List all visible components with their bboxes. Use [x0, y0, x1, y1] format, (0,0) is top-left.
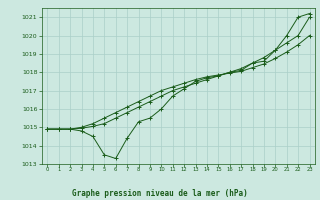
Text: Graphe pression niveau de la mer (hPa): Graphe pression niveau de la mer (hPa): [72, 189, 248, 198]
